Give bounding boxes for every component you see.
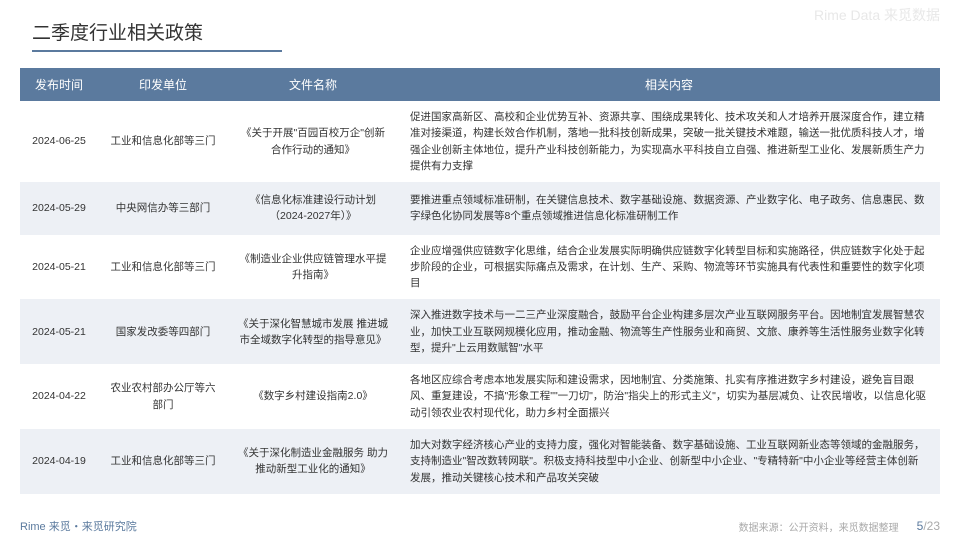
cell-date: 2024-05-21 [20,299,98,364]
page-number: 5/23 [917,519,940,533]
cell-content: 各地区应综合考虑本地发展实际和建设需求，因地制宜、分类施策、扎实有序推进数字乡村… [398,364,940,429]
cell-content: 加大对数字经济核心产业的支持力度，强化对智能装备、数字基础设施、工业互联网新业态… [398,429,940,494]
watermark: Rime Data 来觅数据 [814,5,940,25]
col-content: 相关内容 [398,68,940,101]
cell-doc: 《关于深化智慧城市发展 推进城市全域数字化转型的指导意见》 [228,299,398,364]
policy-table-wrap: 发布时间 印发单位 文件名称 相关内容 2024-06-25工业和信息化部等三门… [20,68,940,494]
cell-issuer: 中央网信办等三部门 [98,182,228,235]
cell-doc: 《制造业企业供应链管理水平提升指南》 [228,235,398,300]
cell-issuer: 工业和信息化部等三门 [98,429,228,494]
table-row: 2024-05-21国家发改委等四部门《关于深化智慧城市发展 推进城市全域数字化… [20,299,940,364]
page-title: 二季度行业相关政策 [32,18,203,45]
cell-date: 2024-04-19 [20,429,98,494]
cell-doc: 《信息化标准建设行动计划（2024-2027年）》 [228,182,398,235]
cell-issuer: 农业农村部办公厅等六部门 [98,364,228,429]
col-issuer: 印发单位 [98,68,228,101]
cell-issuer: 工业和信息化部等三门 [98,101,228,182]
cell-date: 2024-04-22 [20,364,98,429]
table-row: 2024-04-19工业和信息化部等三门《关于深化制造业金融服务 助力推动新型工… [20,429,940,494]
table-row: 2024-06-25工业和信息化部等三门《关于开展"百园百校万企"创新合作行动的… [20,101,940,182]
footer: Rime 来觅・来觅研究院 数据来源：公开资料，来觅数据整理 5/23 [20,518,940,534]
cell-doc: 《数字乡村建设指南2.0》 [228,364,398,429]
cell-content: 深入推进数字技术与一二三产业深度融合，鼓励平台企业构建多层次产业互联网服务平台。… [398,299,940,364]
footer-brand: Rime 来觅・来觅研究院 [20,518,137,534]
cell-doc: 《关于开展"百园百校万企"创新合作行动的通知》 [228,101,398,182]
title-underline [32,50,282,52]
col-doc: 文件名称 [228,68,398,101]
policy-table: 发布时间 印发单位 文件名称 相关内容 2024-06-25工业和信息化部等三门… [20,68,940,494]
cell-issuer: 工业和信息化部等三门 [98,235,228,300]
cell-date: 2024-05-29 [20,182,98,235]
table-row: 2024-05-21工业和信息化部等三门《制造业企业供应链管理水平提升指南》企业… [20,235,940,300]
cell-content: 促进国家高新区、高校和企业优势互补、资源共享、围绕成果转化、技术攻关和人才培养开… [398,101,940,182]
cell-doc: 《关于深化制造业金融服务 助力推动新型工业化的通知》 [228,429,398,494]
cell-date: 2024-06-25 [20,101,98,182]
cell-date: 2024-05-21 [20,235,98,300]
cell-issuer: 国家发改委等四部门 [98,299,228,364]
table-header-row: 发布时间 印发单位 文件名称 相关内容 [20,68,940,101]
data-source: 数据来源：公开资料，来觅数据整理 [739,519,899,534]
table-row: 2024-04-22农业农村部办公厅等六部门《数字乡村建设指南2.0》各地区应综… [20,364,940,429]
cell-content: 企业应增强供应链数字化思维，结合企业发展实际明确供应链数字化转型目标和实施路径，… [398,235,940,300]
cell-content: 要推进重点领域标准研制，在关键信息技术、数字基础设施、数据资源、产业数字化、电子… [398,182,940,235]
col-date: 发布时间 [20,68,98,101]
table-row: 2024-05-29中央网信办等三部门《信息化标准建设行动计划（2024-202… [20,182,940,235]
